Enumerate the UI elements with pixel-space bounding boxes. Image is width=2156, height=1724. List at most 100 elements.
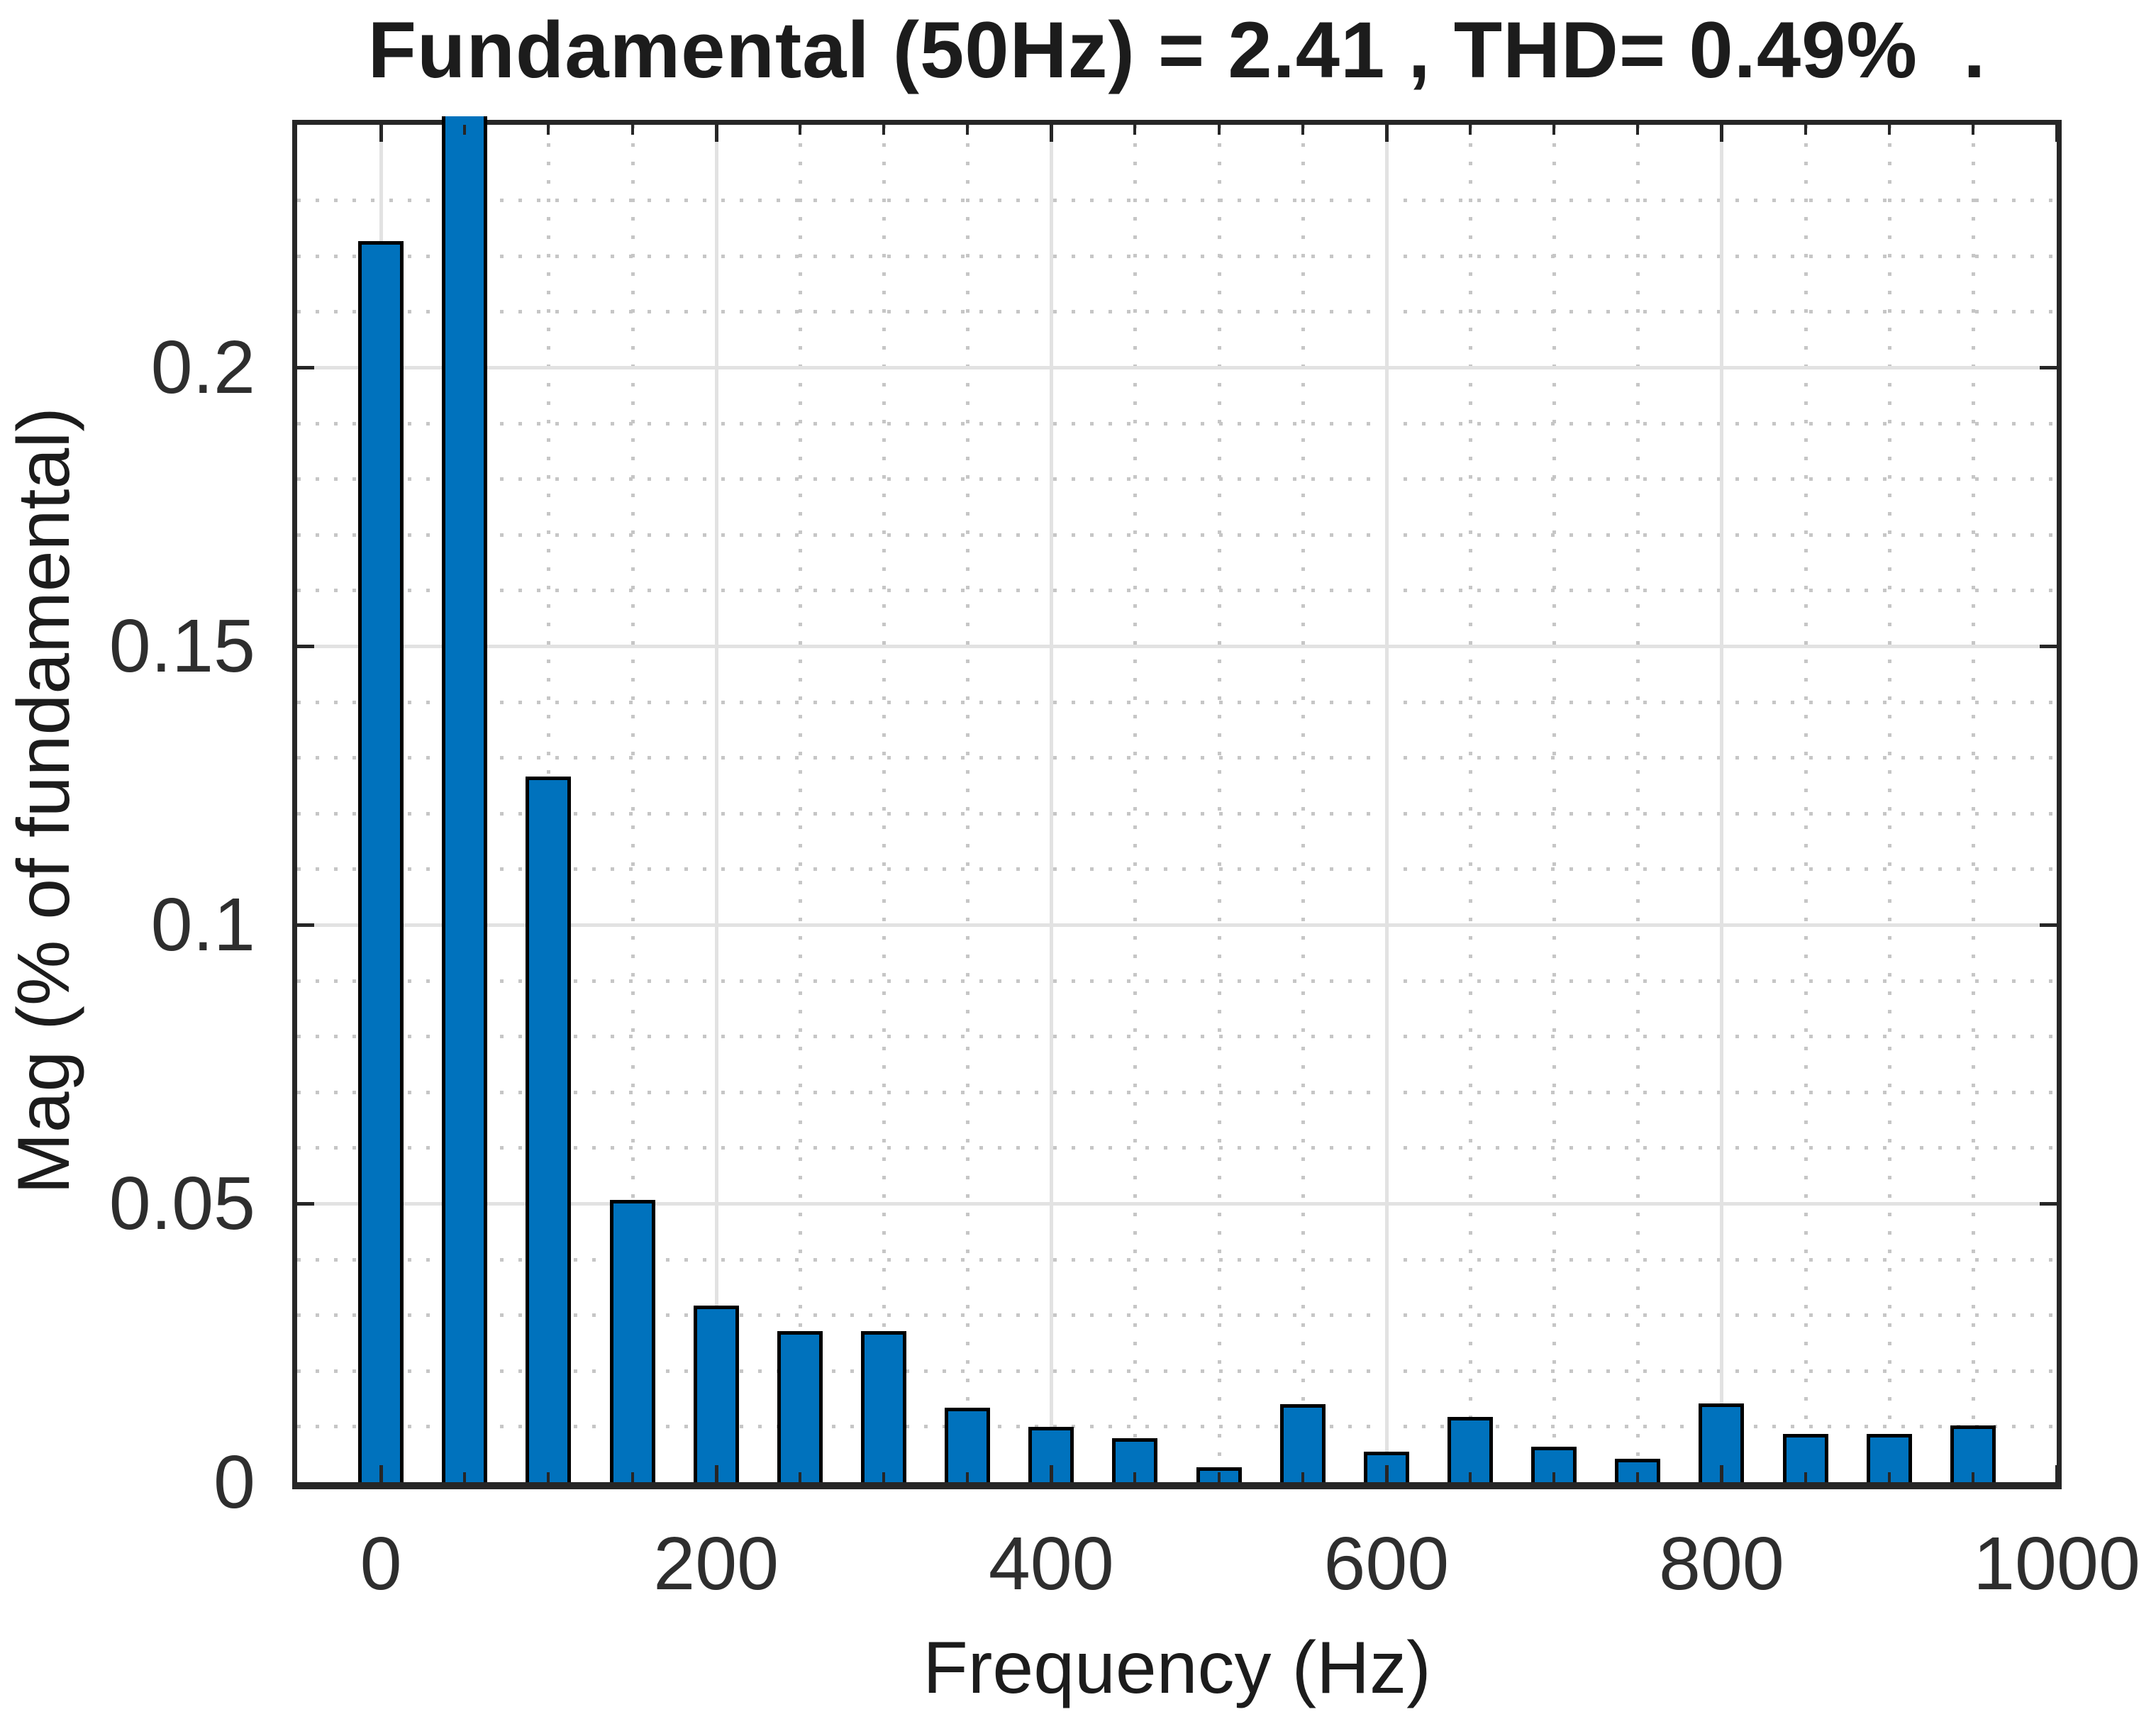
gridline-minor-horizontal	[297, 756, 2057, 760]
gridline-minor-horizontal	[297, 477, 2057, 482]
chart-title: Fundamental (50Hz) = 2.41 , THD= 0.49% .	[367, 6, 1986, 94]
gridline-minor-vertical	[1133, 125, 1138, 1482]
x-tick-label: 0	[360, 1522, 402, 1606]
gridline-minor-vertical	[1301, 125, 1305, 1482]
x-minor-tick-top	[1887, 125, 1891, 135]
x-major-tick-bottom	[714, 1465, 718, 1482]
x-minor-tick-bottom	[1301, 1472, 1304, 1482]
bar-250hz	[777, 1331, 823, 1482]
y-tick-label: 0.2	[150, 325, 255, 409]
y-tick-label: 0.15	[109, 604, 255, 688]
x-minor-tick-top	[1301, 125, 1304, 135]
x-minor-tick-bottom	[1636, 1472, 1640, 1482]
bar-0hz	[358, 241, 404, 1482]
gridline-major-horizontal	[297, 1201, 2057, 1206]
y-major-tick-left	[297, 365, 314, 369]
x-minor-tick-top	[1636, 125, 1640, 135]
x-minor-tick-bottom	[1469, 1472, 1472, 1482]
gridline-minor-horizontal	[297, 1090, 2057, 1094]
x-axis-tick-labels: 0 200 400 600 800 1000	[297, 1522, 2140, 1610]
bar-200hz	[693, 1306, 739, 1482]
bar-50hz	[442, 116, 488, 1482]
x-major-tick-bottom	[379, 1465, 384, 1482]
gridline-minor-horizontal	[297, 421, 2057, 426]
x-minor-tick-bottom	[1804, 1472, 1807, 1482]
x-major-tick-top	[2055, 125, 2059, 142]
y-tick-label: 0.1	[150, 882, 255, 967]
gridline-major-vertical	[1384, 125, 1389, 1482]
x-minor-tick-bottom	[798, 1472, 801, 1482]
y-major-tick-left	[297, 923, 314, 927]
gridline-minor-horizontal	[297, 310, 2057, 314]
x-minor-tick-bottom	[1971, 1472, 1974, 1482]
gridline-minor-horizontal	[297, 867, 2057, 872]
x-major-tick-bottom	[1720, 1465, 1724, 1482]
gridline-minor-vertical	[1636, 125, 1640, 1482]
x-minor-tick-top	[798, 125, 801, 135]
x-minor-tick-bottom	[882, 1472, 885, 1482]
tick-layer	[297, 125, 2059, 1482]
gridline-minor-vertical	[798, 125, 802, 1482]
x-major-tick-bottom	[1050, 1465, 1054, 1482]
gridline-minor-horizontal	[297, 1146, 2057, 1150]
gridline-major-horizontal	[297, 923, 2057, 927]
y-tick-label: 0	[213, 1440, 255, 1524]
gridline-major-horizontal	[297, 365, 2057, 369]
x-minor-tick-top	[1552, 125, 1556, 135]
gridline-minor-horizontal	[297, 1257, 2057, 1262]
plot-frame	[292, 116, 2062, 1489]
x-minor-tick-bottom	[630, 1472, 634, 1482]
x-minor-tick-top	[1217, 125, 1221, 135]
y-major-tick-right	[2040, 644, 2057, 648]
x-tick-label: 800	[1658, 1522, 1784, 1606]
x-minor-tick-top	[1469, 125, 1472, 135]
x-minor-tick-top	[630, 125, 634, 135]
grid-layer	[297, 125, 2057, 1482]
gridline-minor-vertical	[1217, 125, 1221, 1482]
gridline-minor-horizontal	[297, 1425, 2057, 1429]
x-major-tick-bottom	[1384, 1465, 1389, 1482]
gridline-major-vertical	[714, 125, 718, 1482]
gridline-minor-horizontal	[297, 979, 2057, 983]
x-minor-tick-bottom	[463, 1472, 467, 1482]
x-minor-tick-bottom	[1217, 1472, 1221, 1482]
bar-650hz	[1447, 1417, 1493, 1482]
gridline-minor-vertical	[1552, 125, 1557, 1482]
y-major-tick-right	[2040, 923, 2057, 927]
x-major-tick-top	[1384, 125, 1389, 142]
bar-700hz	[1531, 1447, 1577, 1482]
x-minor-tick-bottom	[1887, 1472, 1891, 1482]
x-tick-label: 200	[653, 1522, 779, 1606]
gridline-major-vertical	[1050, 125, 1054, 1482]
x-major-tick-top	[714, 125, 718, 142]
gridline-minor-horizontal	[297, 1369, 2057, 1373]
x-minor-tick-bottom	[1133, 1472, 1137, 1482]
x-minor-tick-top	[547, 125, 550, 135]
gridline-minor-horizontal	[297, 254, 2057, 258]
x-minor-tick-top	[1804, 125, 1807, 135]
bar-150hz	[609, 1200, 655, 1482]
x-major-tick-top	[1050, 125, 1054, 142]
gridline-minor-horizontal	[297, 1313, 2057, 1318]
x-tick-label: 600	[1323, 1522, 1450, 1606]
x-minor-tick-top	[966, 125, 969, 135]
gridline-minor-horizontal	[297, 199, 2057, 203]
x-minor-tick-top	[1133, 125, 1137, 135]
gridline-minor-horizontal	[297, 700, 2057, 704]
x-major-tick-top	[1720, 125, 1724, 142]
x-major-tick-bottom	[2055, 1465, 2059, 1482]
y-major-tick-right	[2040, 365, 2057, 369]
gridline-minor-vertical	[1887, 125, 1891, 1482]
gridline-minor-horizontal	[297, 533, 2057, 537]
gridline-minor-vertical	[630, 125, 635, 1482]
gridline-minor-horizontal	[297, 589, 2057, 593]
gridline-minor-horizontal	[297, 811, 2057, 816]
bar-300hz	[861, 1331, 906, 1482]
y-tick-label: 0.05	[109, 1161, 255, 1245]
gridline-major-vertical	[1720, 125, 1724, 1482]
y-major-tick-left	[297, 1201, 314, 1206]
x-tick-label: 400	[988, 1522, 1114, 1606]
gridline-minor-vertical	[966, 125, 970, 1482]
bar-550hz	[1279, 1404, 1326, 1482]
